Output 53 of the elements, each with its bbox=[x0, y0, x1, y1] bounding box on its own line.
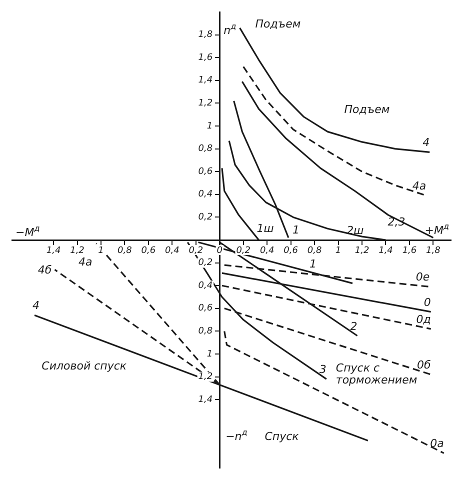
x-tick-label: 0,6 bbox=[141, 246, 156, 256]
series-label: 0а bbox=[430, 437, 444, 450]
annotation: Подъем bbox=[255, 17, 301, 30]
x-tick-label: 1,4 bbox=[378, 246, 394, 256]
x-tick-label: 1,4 bbox=[46, 246, 61, 256]
x-tick-label: 1,8 bbox=[426, 246, 441, 256]
x-tick-label: 0,6 bbox=[284, 246, 298, 256]
x-tick-label: 1,2 bbox=[354, 246, 370, 256]
y-tick-label: 1,6 bbox=[198, 52, 213, 63]
y-tick-label: 0,8 bbox=[198, 144, 213, 154]
x-tick-label: 0,4 bbox=[260, 246, 275, 256]
y-tick-label: 1 bbox=[206, 121, 213, 132]
series-label: 2 bbox=[350, 320, 358, 333]
y-tick-label: 1,4 bbox=[198, 76, 213, 86]
y-tick-label: 1,8 bbox=[198, 30, 213, 40]
y-tick-label: 0,2 bbox=[198, 212, 213, 223]
series-label: 1ш bbox=[256, 222, 274, 235]
series-label: 4а bbox=[78, 255, 92, 268]
y-tick-label: 1,2 bbox=[198, 372, 213, 382]
x-tick-label: 0,8 bbox=[118, 246, 132, 256]
x-tick-label: 0,2 bbox=[236, 246, 251, 256]
series-label: 4 bbox=[32, 299, 40, 312]
y-tick-label: 0,6 bbox=[198, 166, 213, 177]
y-tick-label: 0,8 bbox=[198, 326, 213, 337]
x-tick-label: 1 bbox=[335, 246, 342, 256]
x-tick-label: 0,8 bbox=[307, 246, 322, 256]
series-label: 0 bbox=[424, 296, 431, 309]
y-tick-label: 0,2 bbox=[198, 258, 213, 268]
series-label: 0б bbox=[417, 358, 432, 372]
y-tick-label: 0,4 bbox=[198, 280, 213, 291]
series-label: 3 bbox=[319, 363, 326, 376]
x-tick-label: 0,4 bbox=[165, 246, 180, 256]
y-tick-label: 0,6 bbox=[198, 304, 213, 314]
series-label: 0е bbox=[416, 270, 430, 284]
series-label: 1 bbox=[292, 224, 300, 237]
series-label: 4б bbox=[38, 264, 52, 277]
series-label: 0д bbox=[416, 312, 431, 326]
annotation: Силовой спуск bbox=[42, 359, 127, 372]
x-tick-label: 0,2 bbox=[188, 246, 204, 256]
y-tick-label: 1 bbox=[206, 349, 213, 360]
x-tick-label: 1,6 bbox=[402, 246, 417, 256]
y-tick-label: 1,4 bbox=[198, 394, 213, 405]
series-label: 1 bbox=[310, 257, 317, 270]
annotation: Спуск bbox=[264, 430, 300, 444]
x-tick-label: 1 bbox=[98, 246, 104, 256]
y-tick-label: 1,2 bbox=[198, 98, 213, 109]
series-label: 4а bbox=[412, 180, 426, 193]
y-tick-label: 0,4 bbox=[198, 190, 213, 200]
annotation: Подъем bbox=[344, 102, 390, 116]
series-label: 4 bbox=[422, 136, 430, 150]
x-tick-label: 1,2 bbox=[70, 246, 85, 256]
annotation: Спуск с торможением bbox=[336, 362, 418, 387]
x-tick-label: 0 bbox=[216, 246, 223, 256]
